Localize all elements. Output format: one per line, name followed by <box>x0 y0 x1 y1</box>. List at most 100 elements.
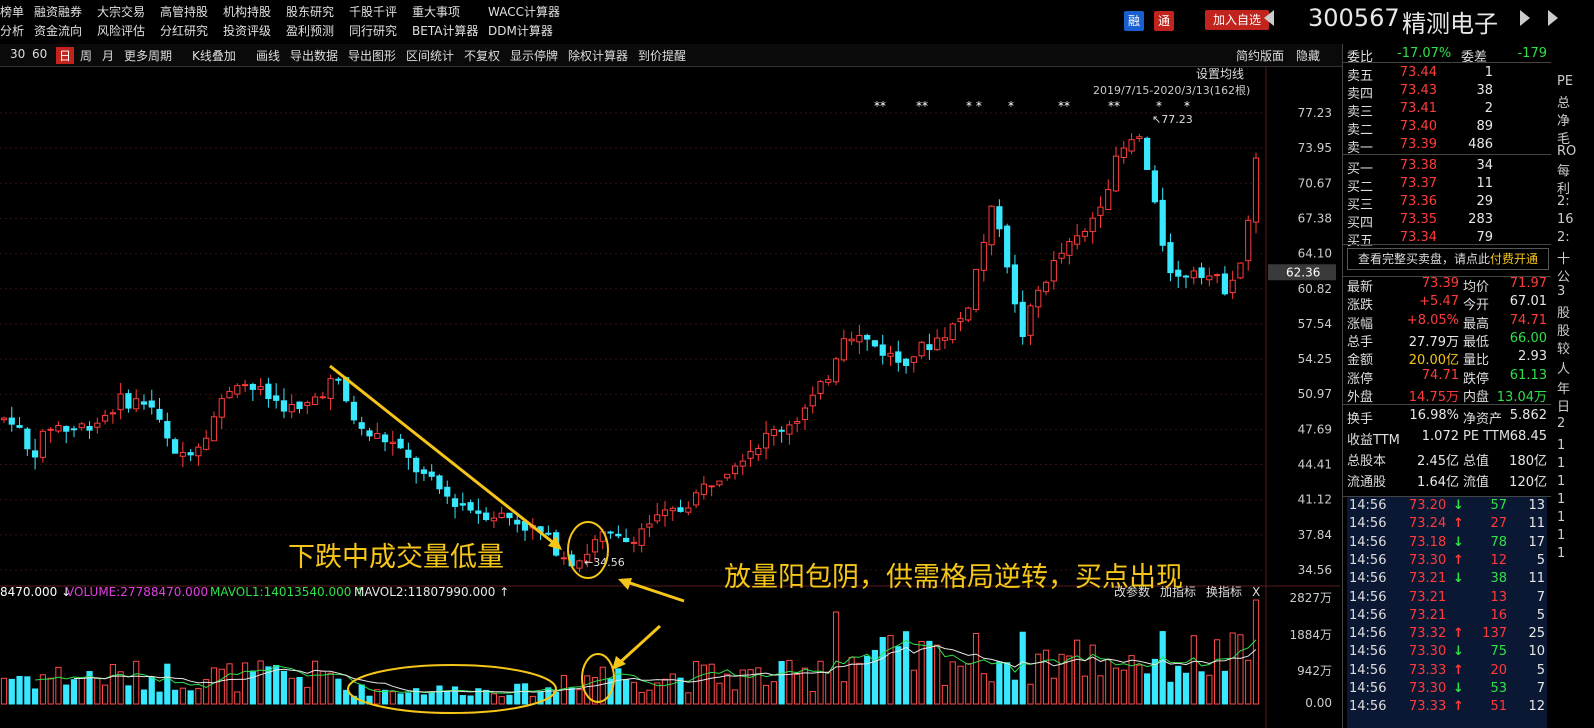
menu-item-row2-3[interactable]: 分红研究 <box>160 24 209 38</box>
candle-body <box>576 560 583 569</box>
menu-item-row2-1[interactable]: 资金流向 <box>34 24 83 38</box>
ask-level-label: 卖一 <box>1347 141 1374 156</box>
toolbar-item-3[interactable]: 周 <box>80 49 93 63</box>
menu-item-row2-2[interactable]: 风险评估 <box>97 24 146 38</box>
volume-bar <box>459 695 466 705</box>
up-arrow-icon: ↑ <box>1453 699 1464 715</box>
menu-item-5[interactable]: 股东研究 <box>286 5 335 19</box>
connect-badge[interactable]: 通 <box>1154 11 1174 31</box>
toolbar-right-1[interactable]: 隐藏 <box>1296 49 1321 63</box>
menu-item-3[interactable]: 高管持股 <box>160 5 209 19</box>
candle-body <box>677 507 684 512</box>
tick-row[interactable]: 14:56 73.30 ↓ 53 7 <box>1347 681 1547 699</box>
paid-upgrade-link[interactable]: 付费开通 <box>1490 252 1539 266</box>
tick-row[interactable]: 14:56 73.20 ↓ 57 13 <box>1347 498 1547 516</box>
toolbar-item-10[interactable]: 区间统计 <box>406 49 455 63</box>
menu-item-1[interactable]: 融资融券 <box>34 5 83 19</box>
volume-bar <box>63 684 70 705</box>
tick-row[interactable]: 14:56 73.24 ↑ 27 11 <box>1347 516 1547 534</box>
previous-stock-icon[interactable] <box>1264 10 1274 26</box>
full-depth-link[interactable]: 查看完整买卖盘，请点此付费开通 <box>1347 248 1549 270</box>
candle-body <box>918 341 925 357</box>
candle-body <box>871 340 879 347</box>
candle-body <box>980 241 987 271</box>
volume-button[interactable]: X <box>1252 585 1260 599</box>
menu-item-row2-0[interactable]: 分析 <box>0 24 25 38</box>
expand-icon[interactable] <box>1548 10 1558 26</box>
stat-row-label2: 量比 <box>1463 353 1490 369</box>
kline-chart[interactable]: 77.23 73.95 70.67 67.38 64.10 60.82 57.54 54.25… <box>0 66 1340 728</box>
menu-item-2[interactable]: 大宗交易 <box>97 5 146 19</box>
toolbar-item-13[interactable]: 除权计算器 <box>568 49 629 63</box>
ask-row[interactable]: 卖五 73.44 1 <box>1343 65 1551 84</box>
menu-item-8[interactable]: WACC计算器 <box>488 5 560 19</box>
volume-bar <box>747 669 754 705</box>
edge-label: 股 <box>1557 324 1571 339</box>
menu-item-row2-8[interactable]: DDM计算器 <box>488 24 553 38</box>
toolbar-item-1[interactable]: 60 <box>32 47 48 61</box>
volume-bar <box>475 688 482 705</box>
bid-row[interactable]: 买五 73.34 79 <box>1343 230 1551 249</box>
tick-time: 14:56 <box>1349 589 1387 605</box>
toolbar-item-14[interactable]: 到价提醒 <box>638 49 687 63</box>
volume-bar <box>1074 639 1081 705</box>
candle-body <box>654 514 661 522</box>
add-favorite-button[interactable]: 加入自选 <box>1205 10 1269 30</box>
next-stock-icon[interactable] <box>1520 10 1530 26</box>
menu-item-row2-4[interactable]: 投资评级 <box>223 24 272 38</box>
bid-row[interactable]: 买一 73.38 34 <box>1343 158 1551 177</box>
bid-row[interactable]: 买四 73.35 283 <box>1343 212 1551 231</box>
menu-item-7[interactable]: 重大事项 <box>412 5 461 19</box>
tick-row[interactable]: 14:56 73.21 16 5 <box>1347 608 1547 626</box>
tick-row[interactable]: 14:56 73.33 ↑ 20 5 <box>1347 663 1547 681</box>
tick-row[interactable]: 14:56 73.30 ↑ 12 5 <box>1347 553 1547 571</box>
menu-item-row2-7[interactable]: BETA计算器 <box>412 24 479 38</box>
tick-row[interactable]: 14:56 73.33 ↑ 51 12 <box>1347 699 1547 717</box>
volume-button[interactable]: 加指标 <box>1160 584 1196 599</box>
volume-button[interactable]: 改参数 <box>1114 584 1150 599</box>
menu-item-0[interactable]: 榜单 <box>0 5 25 19</box>
menu-item-6[interactable]: 千股千评 <box>349 5 398 19</box>
toolbar-item-5[interactable]: 更多周期 <box>124 49 173 63</box>
candle-body <box>257 386 264 390</box>
toolbar-item-6[interactable]: K线叠加 <box>192 49 236 63</box>
candle-body <box>490 517 498 522</box>
ask-row[interactable]: 卖一 73.39 486 <box>1343 137 1551 156</box>
candle-body <box>1027 305 1034 336</box>
ask-row[interactable]: 卖三 73.41 2 <box>1343 101 1551 120</box>
menu-item-row2-5[interactable]: 盈利预测 <box>286 24 335 38</box>
ma-setting-button[interactable]: 设置均线 <box>1196 67 1244 81</box>
volume-button[interactable]: 换指标 <box>1206 584 1242 599</box>
toolbar-item-11[interactable]: 不复权 <box>464 49 501 63</box>
stock-code: 300567 <box>1308 4 1400 32</box>
menu-item-row2-6[interactable]: 同行研究 <box>349 24 398 38</box>
toolbar-item-9[interactable]: 导出图形 <box>348 49 397 63</box>
stat-row: 外盘 14.75万 内盘 13.04万 <box>1343 386 1551 405</box>
candle-body <box>304 402 311 406</box>
toolbar-item-12[interactable]: 显示停牌 <box>510 49 559 63</box>
bid-row[interactable]: 买三 73.36 29 <box>1343 194 1551 213</box>
bid-row[interactable]: 买二 73.37 11 <box>1343 176 1551 195</box>
tick-row[interactable]: 14:56 73.30 ↓ 75 10 <box>1347 644 1547 662</box>
toolbar-item-8[interactable]: 导出数据 <box>290 49 339 63</box>
ask-volume: 89 <box>1476 119 1493 134</box>
tick-row[interactable]: 14:56 73.18 ↓ 78 17 <box>1347 535 1547 553</box>
toolbar-item-2[interactable]: 日 <box>56 47 75 64</box>
toolbar-item-7[interactable]: 画线 <box>256 49 281 63</box>
tick-row[interactable]: 14:56 73.21 13 7 <box>1347 590 1547 608</box>
toolbar-right-0[interactable]: 简约版面 <box>1236 49 1285 63</box>
candle-body <box>1229 279 1236 294</box>
margin-trading-badge[interactable]: 融 <box>1124 11 1144 31</box>
tick-by-tick-table[interactable]: 14:56 73.20 ↓ 57 13 14:56 73.24 ↑ 27 11 14:56 73.18… <box>1347 496 1547 728</box>
ask-row[interactable]: 卖四 73.43 38 <box>1343 83 1551 102</box>
tick-row[interactable]: 14:56 73.32 ↑ 137 25 <box>1347 626 1547 644</box>
ask-row[interactable]: 卖二 73.40 89 <box>1343 119 1551 138</box>
toolbar-item-4[interactable]: 月 <box>102 49 115 63</box>
tick-row[interactable]: 14:56 73.21 ↓ 38 11 <box>1347 571 1547 589</box>
bid-volume: 11 <box>1476 176 1493 191</box>
top-menu-bar: 榜单 融资融券 大宗交易 高管持股 机构持股 股东研究 千股千评 重大事项 WACC计算器 分析… <box>0 0 1594 44</box>
candle-body <box>381 434 389 443</box>
menu-item-4[interactable]: 机构持股 <box>223 5 272 19</box>
volume-bar <box>78 677 85 705</box>
toolbar-item-0[interactable]: 30 <box>10 47 26 61</box>
